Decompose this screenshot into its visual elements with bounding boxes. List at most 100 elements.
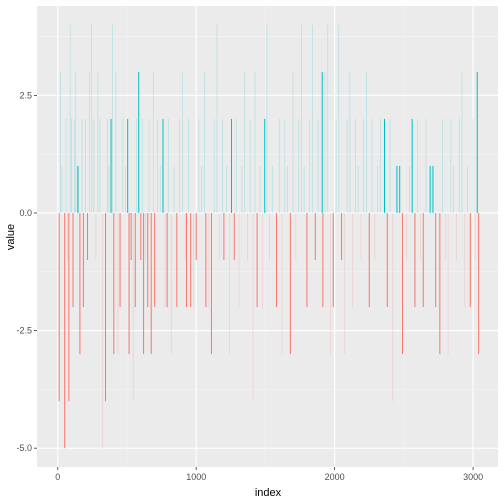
bar xyxy=(150,212,152,355)
x-tick-label: 1000 xyxy=(186,472,206,482)
bar xyxy=(476,71,478,213)
bar xyxy=(143,212,145,355)
bar-faint xyxy=(271,165,273,213)
bar-faint xyxy=(132,212,134,402)
bar-faint xyxy=(284,118,286,213)
bar-faint xyxy=(61,165,63,213)
bar-faint xyxy=(292,71,294,213)
bar xyxy=(396,165,398,213)
bar xyxy=(190,212,192,308)
bar-faint xyxy=(89,71,91,213)
bar-faint xyxy=(60,71,61,213)
bar-faint xyxy=(420,212,421,261)
bar-faint xyxy=(327,24,329,213)
bar-faint xyxy=(269,212,270,261)
bar-faint xyxy=(389,118,391,213)
bar-faint xyxy=(363,118,365,213)
bar-faint xyxy=(204,71,205,213)
bar-faint xyxy=(78,165,79,213)
bar-faint xyxy=(346,118,348,213)
bar-faint xyxy=(238,212,240,308)
y-tick-label: -5.0 xyxy=(16,443,32,453)
bar xyxy=(186,212,188,308)
bar xyxy=(439,212,441,355)
bar-faint xyxy=(262,212,264,308)
bar-faint xyxy=(472,118,474,213)
bar-faint xyxy=(338,24,340,213)
y-axis-ticks: -5.0 -2.5 0.0 2.5 xyxy=(16,90,37,453)
bar xyxy=(82,212,84,308)
bar-faint xyxy=(181,71,183,213)
bar-faint xyxy=(252,212,254,402)
bar-faint xyxy=(226,165,228,213)
bar-faint xyxy=(145,212,147,261)
x-axis-ticks: 0 1000 2000 3000 xyxy=(55,467,483,482)
bar-faint xyxy=(95,212,97,261)
bars xyxy=(58,71,480,449)
bar-faint xyxy=(349,71,351,213)
bar xyxy=(386,212,388,308)
x-tick-label: 3000 xyxy=(463,472,483,482)
bar xyxy=(87,212,89,261)
bar-faint xyxy=(159,165,161,213)
bar-faint xyxy=(352,212,354,308)
bar xyxy=(154,212,156,308)
bar-faint xyxy=(71,118,73,213)
bar-faint xyxy=(219,212,221,261)
bar-faint xyxy=(298,118,300,213)
bar-faint xyxy=(235,118,237,213)
bar xyxy=(128,212,130,355)
bar-faint xyxy=(164,212,166,308)
bar xyxy=(130,212,132,261)
bar-faint xyxy=(222,118,223,213)
bar-faint xyxy=(184,212,186,261)
bar xyxy=(401,212,403,355)
y-tick-label: 2.5 xyxy=(19,90,32,100)
bar-faint xyxy=(259,165,261,213)
bar-faint xyxy=(249,118,251,213)
bar-faint xyxy=(464,212,466,308)
bar xyxy=(321,71,323,213)
bar-faint xyxy=(357,165,359,213)
bar xyxy=(223,212,225,261)
bar xyxy=(264,118,266,213)
bar-faint xyxy=(213,118,215,213)
x-tick-label: 0 xyxy=(55,472,60,482)
bar-faint xyxy=(343,212,345,355)
bar xyxy=(105,212,107,402)
bar xyxy=(119,212,121,308)
bar xyxy=(399,165,401,213)
bar-faint xyxy=(157,118,158,213)
bar xyxy=(275,212,277,308)
bar xyxy=(79,212,81,355)
bar xyxy=(68,212,70,402)
bar-faint xyxy=(371,118,373,213)
bar-faint xyxy=(216,24,218,213)
bar xyxy=(432,165,434,213)
bar xyxy=(127,118,129,213)
bar-faint xyxy=(330,212,331,355)
bar-faint xyxy=(69,24,71,213)
bar-faint xyxy=(85,118,86,213)
bar-faint xyxy=(73,118,75,213)
bar xyxy=(77,165,79,213)
bar xyxy=(134,212,136,308)
bar-faint xyxy=(417,118,419,213)
bar-faint xyxy=(208,212,210,308)
bar xyxy=(306,212,308,308)
bar xyxy=(341,212,343,261)
bar-faint xyxy=(442,118,444,213)
bar xyxy=(368,212,370,308)
bars-faint xyxy=(60,24,476,449)
bar-faint xyxy=(474,212,476,261)
bar-faint xyxy=(97,71,99,213)
bar-faint xyxy=(179,118,180,213)
bar xyxy=(414,212,416,308)
bar xyxy=(429,165,431,213)
bar-faint xyxy=(406,212,408,261)
bar-faint xyxy=(241,165,243,213)
bar-faint xyxy=(392,212,394,402)
bar-faint xyxy=(141,118,143,213)
bar-faint xyxy=(107,118,109,213)
